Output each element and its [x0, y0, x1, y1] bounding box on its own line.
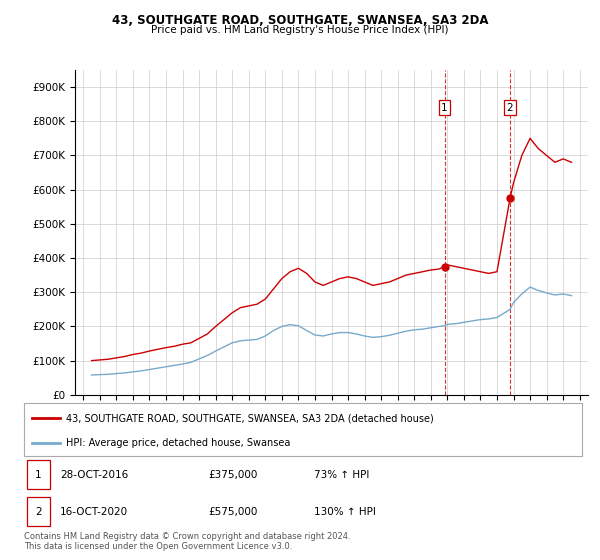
Text: £375,000: £375,000 [208, 470, 257, 479]
Text: Price paid vs. HM Land Registry's House Price Index (HPI): Price paid vs. HM Land Registry's House … [151, 25, 449, 35]
Text: 1: 1 [35, 470, 42, 479]
Text: £575,000: £575,000 [208, 507, 257, 517]
Text: 28-OCT-2016: 28-OCT-2016 [60, 470, 128, 479]
Text: 2: 2 [507, 102, 514, 113]
Bar [27, 497, 50, 526]
Text: 16-OCT-2020: 16-OCT-2020 [60, 507, 128, 517]
Text: 2: 2 [35, 507, 42, 517]
Text: 43, SOUTHGATE ROAD, SOUTHGATE, SWANSEA, SA3 2DA: 43, SOUTHGATE ROAD, SOUTHGATE, SWANSEA, … [112, 14, 488, 27]
Text: 1: 1 [441, 102, 448, 113]
Bar [27, 460, 50, 489]
Text: Contains HM Land Registry data © Crown copyright and database right 2024.
This d: Contains HM Land Registry data © Crown c… [24, 532, 350, 552]
Text: 130% ↑ HPI: 130% ↑ HPI [314, 507, 376, 517]
Text: 73% ↑ HPI: 73% ↑ HPI [314, 470, 370, 479]
Text: HPI: Average price, detached house, Swansea: HPI: Average price, detached house, Swan… [66, 438, 290, 448]
Text: 43, SOUTHGATE ROAD, SOUTHGATE, SWANSEA, SA3 2DA (detached house): 43, SOUTHGATE ROAD, SOUTHGATE, SWANSEA, … [66, 413, 434, 423]
